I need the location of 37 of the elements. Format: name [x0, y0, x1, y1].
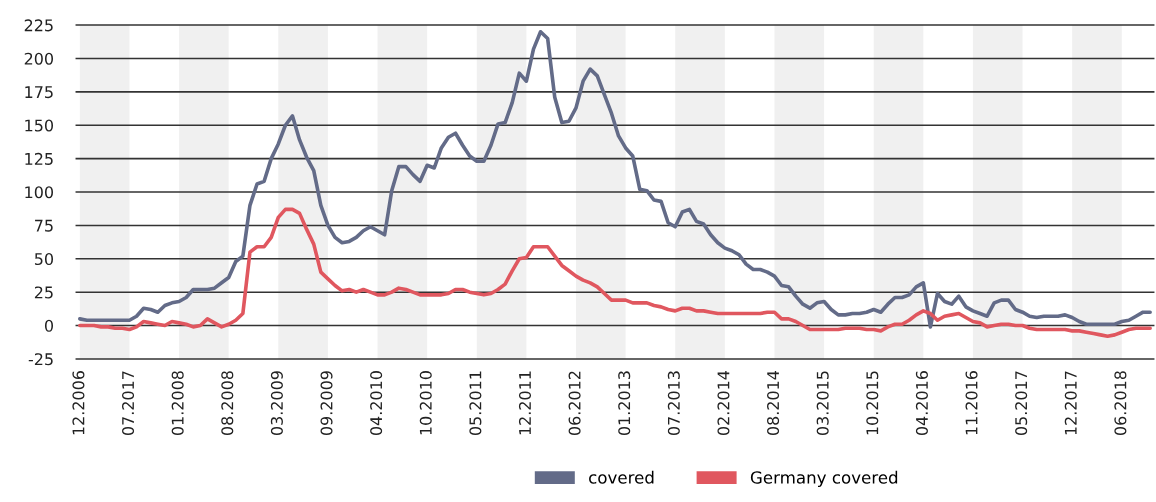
line-series: [78, 207, 1152, 339]
x-tick-label: 12.2011: [518, 371, 532, 435]
x-tick-label: 05.2011: [469, 371, 482, 436]
x-tick-label: 01.2013: [618, 371, 631, 436]
x-tick-label: 04.2010: [370, 371, 383, 436]
x-tick-label: 11.2016: [965, 371, 978, 435]
x-tick-label: 06.2012: [568, 371, 581, 436]
y-tick-label: 25: [34, 286, 53, 299]
x-tick-label: 01.2008: [171, 371, 184, 436]
y-tick-label: -25: [28, 353, 53, 366]
y-tick-label: 200: [24, 52, 54, 65]
x-tick-label: 12.2006: [72, 371, 85, 435]
x-tick-label: 10.2015: [866, 371, 879, 435]
legend-label: Germany covered: [750, 470, 898, 487]
x-tick-label: 04.2016: [915, 371, 928, 436]
y-tick-label: 125: [25, 152, 53, 165]
x-tick-label: 08.2008: [221, 371, 234, 436]
x-tick-label: 06.2018: [1114, 371, 1127, 436]
x-tick-label: 09.2009: [320, 371, 333, 436]
x-tick-label: 12.2017: [1064, 371, 1077, 435]
x-tick-label: 03.2009: [270, 371, 283, 436]
x-tick-label: 07.2017: [122, 371, 135, 436]
y-tick-label: 0: [44, 319, 54, 332]
line-series: [78, 29, 1152, 329]
y-tick-label: 225: [24, 19, 53, 32]
y-tick-label: 50: [34, 252, 54, 266]
x-tick-label: 07.2013: [667, 371, 680, 436]
x-tick-label: 02.2014: [717, 370, 730, 436]
y-tick-label: 100: [25, 186, 54, 199]
y-tick-label: 150: [25, 119, 54, 132]
y-tick-label: 75: [35, 219, 53, 232]
x-tick-label: 08.2014: [767, 370, 780, 436]
x-tick-label: 03.2015: [816, 371, 829, 436]
legend-label: covered: [589, 470, 654, 484]
x-tick-label: 05.2017: [1015, 371, 1028, 436]
y-tick-label: 175: [25, 86, 53, 99]
x-tick-label: 10.2010: [419, 371, 432, 435]
